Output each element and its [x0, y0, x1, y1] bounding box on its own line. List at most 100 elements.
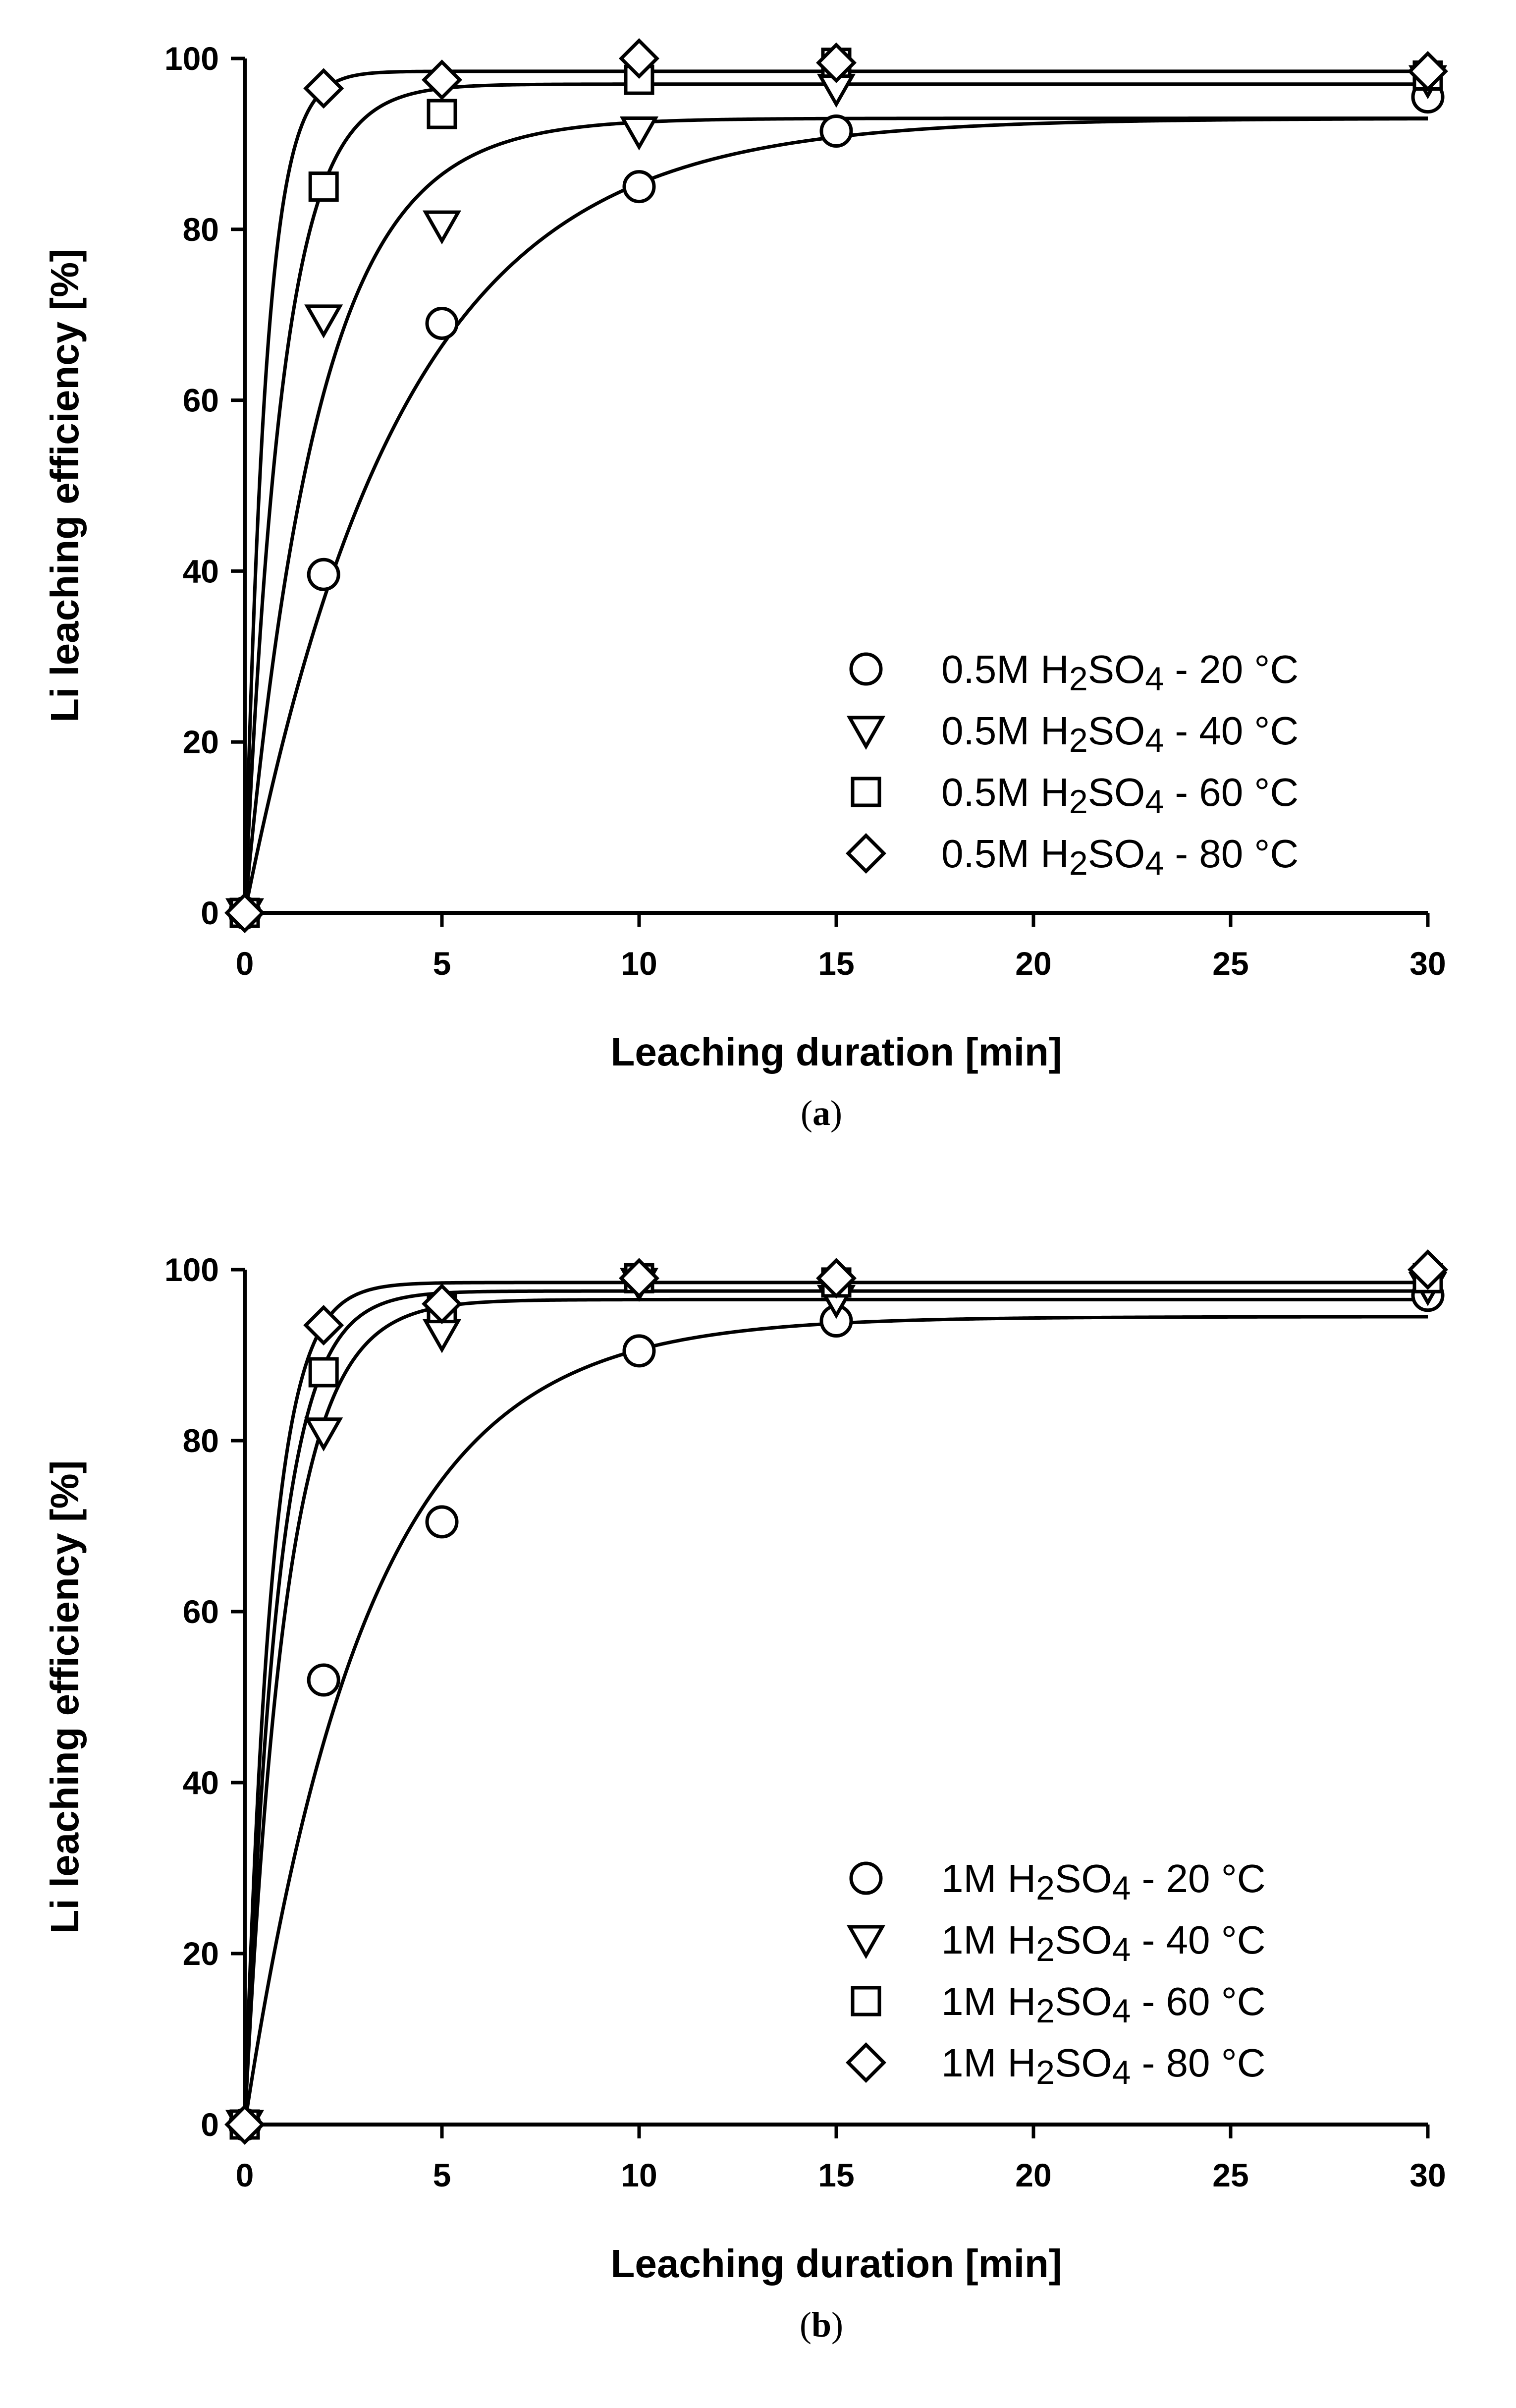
x-tick-label: 0	[236, 945, 254, 982]
data-point-square	[308, 1357, 339, 1388]
legend-subscript: 4	[1145, 660, 1164, 698]
panel-label: a	[812, 1093, 830, 1133]
legend-text-part: SO	[1055, 2041, 1112, 2085]
legend-subscript: 2	[1036, 2054, 1055, 2091]
x-tick-label: 5	[433, 945, 451, 982]
x-tick-label: 0	[236, 2157, 254, 2193]
legend-subscript: 4	[1145, 844, 1164, 882]
legend-text-part: - 20 °C	[1131, 1856, 1265, 1901]
x-tick-label: 20	[1015, 2157, 1051, 2193]
y-tick-label: 100	[164, 1251, 219, 1288]
data-point-square	[427, 99, 457, 129]
legend-text-part: 0.5M H	[941, 832, 1069, 876]
legend-subscript: 2	[1069, 844, 1088, 882]
data-point-diamond	[1408, 1249, 1448, 1290]
legend-label-2: 1M H2SO4 - 60 °C	[941, 1979, 1265, 2030]
legend-text-part: - 80 °C	[1164, 832, 1299, 876]
x-tick-label: 10	[621, 945, 657, 982]
y-axis-title: Li leaching efficiency [%]	[43, 1460, 87, 1934]
legend-marker-triangle-down	[846, 716, 886, 750]
legend-marker-square	[851, 1986, 881, 2016]
legend-marker-diamond	[846, 2042, 886, 2083]
data-point-triangle-down	[422, 1319, 462, 1353]
legend-subscript: 2	[1036, 1869, 1055, 1907]
legend-text-part: - 40 °C	[1164, 709, 1299, 753]
legend-label-1: 1M H2SO4 - 40 °C	[941, 1918, 1265, 1968]
x-tick-label: 25	[1212, 945, 1248, 982]
x-tick-label: 15	[818, 945, 854, 982]
legend-subscript: 4	[1112, 2054, 1131, 2091]
legend-text-part: 0.5M H	[941, 709, 1069, 753]
y-tick-label: 0	[201, 2106, 219, 2143]
legend-text-part: - 60 °C	[1131, 1979, 1265, 2023]
panel-label: b	[812, 2305, 831, 2345]
x-tick-label: 30	[1409, 2157, 1446, 2193]
legend-subscript: 4	[1112, 1992, 1131, 2030]
x-tick-label: 25	[1212, 2157, 1248, 2193]
y-tick-label: 20	[183, 724, 219, 760]
data-point-diamond	[816, 1258, 857, 1299]
legend-subscript: 4	[1112, 1869, 1131, 1907]
legend-text-part: 1M H	[941, 1918, 1036, 1962]
chart-panel-b: 0 5 10 15 20 25 30 0 20 40 60 80 100 Leaching duratio…	[43, 1249, 1448, 2345]
legend-text-part: SO	[1055, 1918, 1112, 1962]
y-tick-label: 20	[183, 1935, 219, 1972]
legend-subscript: 2	[1036, 1931, 1055, 1968]
data-point-diamond	[1408, 51, 1448, 92]
data-point-diamond	[422, 59, 462, 101]
legend-marker-circle	[849, 652, 883, 686]
legend-text-part: 1M H	[941, 1979, 1036, 2023]
y-tick-label: 40	[183, 1764, 219, 1801]
legend-text-part: SO	[1055, 1979, 1112, 2023]
legend-text-part: SO	[1088, 832, 1145, 876]
x-axis-title: Leaching duration [min]	[610, 2241, 1062, 2286]
data-point-diamond	[303, 68, 344, 109]
data-point-circle	[819, 114, 853, 148]
y-tick-label: 80	[183, 1422, 219, 1459]
legend-marker-triangle-down	[846, 1925, 886, 1960]
y-tick-label: 0	[201, 895, 219, 931]
x-tick-label: 5	[433, 2157, 451, 2193]
panel-caption: (a)	[801, 1093, 842, 1133]
legend-marker-diamond	[846, 833, 886, 874]
chart-panel-a: 0 5 10 15 20 25 30 0 20 40 60 80 100 Leaching duratio…	[43, 38, 1448, 1133]
data-point-triangle-down	[304, 1417, 343, 1452]
legend-text-part: SO	[1055, 1856, 1112, 1901]
legend-subscript: 4	[1112, 1931, 1131, 1968]
data-point-triangle-down	[304, 304, 343, 338]
data-point-circle	[622, 1334, 656, 1368]
legend-label-3: 0.5M H2SO4 - 80 °C	[941, 832, 1299, 882]
data-point-diamond	[619, 38, 659, 79]
legend-subscript: 2	[1069, 722, 1088, 759]
data-point-triangle-down	[422, 210, 462, 245]
y-axis-title: Li leaching efficiency [%]	[43, 249, 87, 723]
legend-text-part: SO	[1088, 647, 1145, 691]
data-point-diamond	[816, 42, 857, 83]
panel-caption: (b)	[800, 2305, 843, 2345]
data-point-triangle-down	[619, 116, 659, 151]
legend-text-part: SO	[1088, 770, 1145, 814]
y-tick-label: 80	[183, 211, 219, 248]
x-axis-title: Leaching duration [min]	[610, 1030, 1062, 1074]
data-point-circle	[307, 1663, 340, 1697]
legend-text-part: - 20 °C	[1164, 647, 1299, 691]
legend-subscript: 2	[1069, 783, 1088, 821]
legend-text-part: - 80 °C	[1131, 2041, 1265, 2085]
data-point-diamond	[303, 1305, 344, 1346]
legend-label-0: 1M H2SO4 - 20 °C	[941, 1856, 1265, 1907]
data-point-diamond	[619, 1258, 659, 1299]
legend-text-part: - 60 °C	[1164, 770, 1299, 814]
legend-label-1: 0.5M H2SO4 - 40 °C	[941, 709, 1299, 759]
legend-text-part: SO	[1088, 709, 1145, 753]
legend-subscript: 4	[1145, 722, 1164, 759]
legend-subscript: 4	[1145, 783, 1164, 821]
data-point-circle	[425, 306, 459, 340]
legend-text-part: 1M H	[941, 2041, 1036, 2085]
data-point-square	[308, 171, 339, 202]
legend-label-0: 0.5M H2SO4 - 20 °C	[941, 647, 1299, 698]
data-point-diamond	[422, 1284, 462, 1324]
data-point-diamond	[224, 2104, 265, 2145]
y-tick-label: 60	[183, 382, 219, 419]
legend-text-part: 0.5M H	[941, 770, 1069, 814]
